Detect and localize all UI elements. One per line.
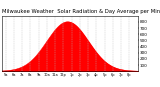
- Text: Milwaukee Weather  Solar Radiation & Day Average per Minute W/m² (Today): Milwaukee Weather Solar Radiation & Day …: [2, 9, 160, 14]
